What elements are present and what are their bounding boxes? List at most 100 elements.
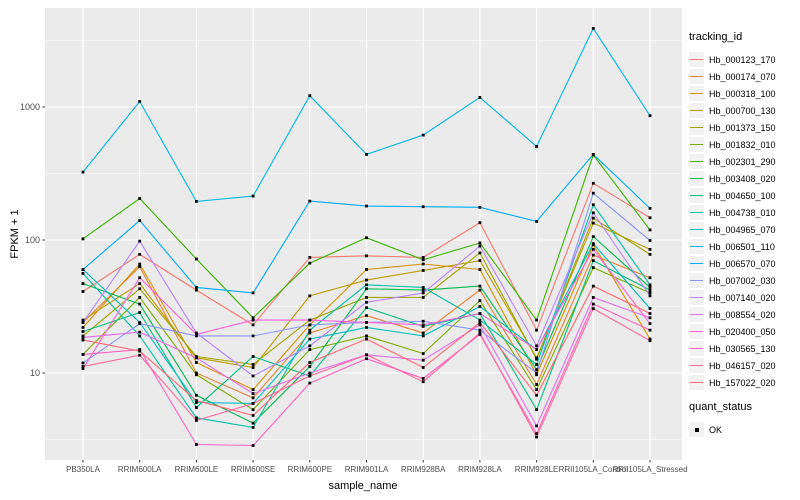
data-point bbox=[535, 435, 538, 439]
data-point bbox=[308, 261, 312, 265]
data-point bbox=[365, 204, 368, 208]
data-point bbox=[478, 323, 482, 327]
data-point bbox=[648, 252, 652, 256]
data-point bbox=[535, 219, 538, 223]
legend-key-swatch bbox=[689, 103, 704, 118]
legend-item-label: Hb_001832_010 bbox=[709, 139, 776, 150]
data-point bbox=[648, 294, 652, 298]
legend-item: Hb_004738_010 bbox=[689, 204, 799, 221]
data-point bbox=[591, 259, 595, 263]
data-point bbox=[195, 399, 198, 403]
data-point bbox=[195, 406, 198, 409]
data-point bbox=[421, 352, 425, 355]
legend-item-label: Hb_000700_130 bbox=[709, 105, 776, 116]
data-point bbox=[478, 259, 482, 263]
data-point bbox=[195, 288, 198, 292]
data-point bbox=[308, 374, 312, 378]
data-point bbox=[591, 307, 595, 310]
legend-item: Hb_000318_100 bbox=[689, 85, 799, 102]
data-point bbox=[535, 371, 538, 375]
data-point bbox=[648, 312, 652, 315]
legend-line-icon bbox=[690, 296, 703, 299]
legend-item-label: Hb_007002_030 bbox=[709, 275, 776, 286]
data-point bbox=[308, 331, 312, 335]
data-point bbox=[648, 228, 652, 232]
legend-key-swatch bbox=[689, 137, 704, 152]
data-point bbox=[535, 424, 538, 428]
data-point bbox=[251, 425, 255, 429]
legend-line-icon bbox=[690, 313, 703, 316]
data-point bbox=[138, 282, 142, 286]
legend-item-label: Hb_157022_020 bbox=[709, 377, 776, 388]
data-point bbox=[81, 352, 85, 356]
legend-item: Hb_001373_150 bbox=[689, 119, 799, 136]
data-point bbox=[138, 334, 142, 338]
x-tick-label: RRIM901LA bbox=[345, 465, 389, 474]
data-point bbox=[591, 216, 595, 220]
data-point bbox=[308, 348, 312, 351]
data-point bbox=[251, 355, 255, 358]
legend-line-icon bbox=[690, 347, 703, 350]
data-point bbox=[195, 257, 198, 261]
data-point bbox=[421, 258, 425, 262]
data-point bbox=[421, 323, 425, 327]
data-point bbox=[648, 276, 652, 280]
data-point bbox=[478, 331, 482, 335]
data-point bbox=[535, 318, 538, 322]
data-point bbox=[365, 337, 368, 341]
data-point bbox=[251, 413, 255, 417]
data-point bbox=[81, 170, 85, 174]
data-point bbox=[251, 408, 255, 412]
data-point bbox=[365, 300, 368, 304]
data-point bbox=[591, 266, 595, 270]
data-point bbox=[421, 262, 425, 266]
data-point bbox=[195, 401, 198, 404]
data-point bbox=[591, 247, 595, 251]
data-point bbox=[478, 312, 482, 315]
legend-item-label: Hb_006570_070 bbox=[709, 258, 776, 269]
data-point bbox=[365, 306, 368, 310]
data-point bbox=[308, 255, 312, 259]
data-point bbox=[251, 366, 255, 369]
data-point bbox=[478, 321, 482, 324]
legend-item: Hb_020400_050 bbox=[689, 323, 799, 340]
data-point bbox=[81, 326, 85, 329]
data-point bbox=[421, 133, 425, 137]
data-point bbox=[421, 296, 425, 299]
legend-line-icon bbox=[690, 109, 703, 112]
data-point bbox=[478, 244, 482, 248]
legend-key-swatch bbox=[689, 86, 704, 101]
data-point bbox=[195, 419, 198, 422]
data-point bbox=[648, 328, 652, 332]
legend-item-label: Hb_000318_100 bbox=[709, 88, 776, 99]
data-point bbox=[478, 96, 482, 99]
data-point bbox=[81, 365, 85, 368]
data-point bbox=[138, 322, 142, 326]
x-tick-label: PB350LA bbox=[66, 465, 100, 474]
data-point bbox=[421, 291, 425, 295]
data-point bbox=[81, 361, 85, 365]
legend-line-icon bbox=[690, 58, 703, 61]
data-point bbox=[648, 316, 652, 320]
legend-line-icon bbox=[690, 279, 703, 282]
data-point bbox=[195, 286, 198, 289]
data-point bbox=[365, 283, 368, 287]
legend-items: Hb_000123_170 Hb_000174_070 Hb_000318_100 H… bbox=[689, 51, 799, 391]
data-point bbox=[535, 344, 538, 348]
legend-item: Hb_004650_100 bbox=[689, 187, 799, 204]
legend-item: Hb_008554_020 bbox=[689, 306, 799, 323]
legend-line-icon bbox=[690, 160, 703, 163]
legend-item-ok: OK bbox=[689, 421, 799, 438]
data-point bbox=[535, 368, 538, 372]
legend-item: Hb_006501_110 bbox=[689, 238, 799, 255]
gridlines bbox=[45, 8, 682, 460]
data-point bbox=[648, 283, 652, 287]
data-point bbox=[81, 367, 85, 370]
data-point bbox=[535, 348, 538, 351]
data-point bbox=[421, 325, 425, 328]
legend-item: Hb_000123_170 bbox=[689, 51, 799, 68]
data-point bbox=[648, 216, 652, 220]
data-point bbox=[421, 334, 425, 338]
data-point bbox=[138, 296, 142, 299]
data-point bbox=[308, 318, 312, 322]
